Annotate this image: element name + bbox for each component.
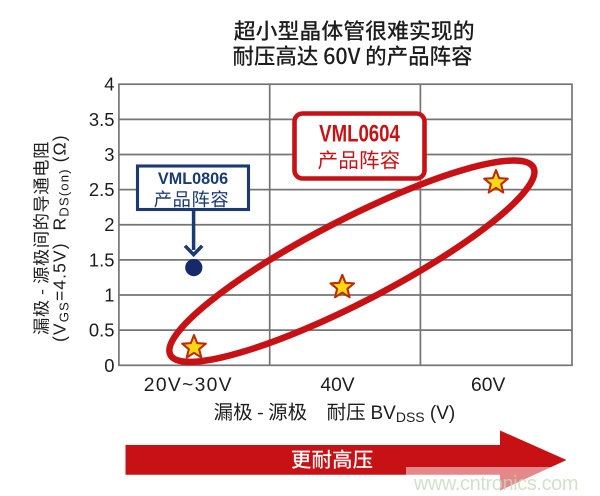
svg-text:VML0806: VML0806 — [158, 170, 228, 188]
svg-text:3: 3 — [104, 144, 114, 165]
svg-text:1.5: 1.5 — [89, 249, 115, 270]
svg-text:2: 2 — [104, 214, 114, 235]
svg-text:www.cntronics.com: www.cntronics.com — [413, 473, 578, 495]
svg-text:60V: 60V — [471, 375, 505, 396]
svg-text:2.5: 2.5 — [89, 179, 115, 200]
svg-text:(VGS=4.5V) RDS(on) (Ω): (VGS=4.5V) RDS(on) (Ω) — [50, 134, 72, 342]
svg-text:BVDSS (V): BVDSS (V) — [371, 403, 456, 425]
svg-text:VML0604: VML0604 — [319, 119, 400, 147]
svg-text:4: 4 — [104, 74, 114, 95]
svg-text:0.5: 0.5 — [89, 320, 115, 341]
svg-text:3.5: 3.5 — [89, 109, 115, 130]
svg-text:40V: 40V — [320, 375, 354, 396]
svg-text:1: 1 — [104, 285, 114, 306]
svg-text:0: 0 — [104, 355, 114, 376]
svg-text:20V~30V: 20V~30V — [144, 375, 233, 396]
